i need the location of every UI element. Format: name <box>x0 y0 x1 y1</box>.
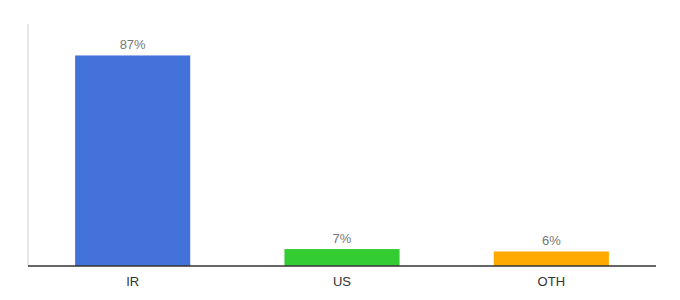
bar <box>75 55 190 266</box>
chart: IR US OTH 87% 7% 6% <box>0 0 680 300</box>
bar <box>494 251 609 266</box>
bars <box>75 55 609 266</box>
y-axis-line <box>28 24 29 266</box>
bar <box>284 249 399 266</box>
x-tick-label: US <box>333 274 351 289</box>
x-tick-label: OTH <box>538 274 565 289</box>
data-label: 7% <box>333 231 352 246</box>
x-axis-line <box>28 265 656 267</box>
x-tick-label: IR <box>126 274 139 289</box>
data-label: 6% <box>542 233 561 248</box>
data-label: 87% <box>120 37 146 52</box>
